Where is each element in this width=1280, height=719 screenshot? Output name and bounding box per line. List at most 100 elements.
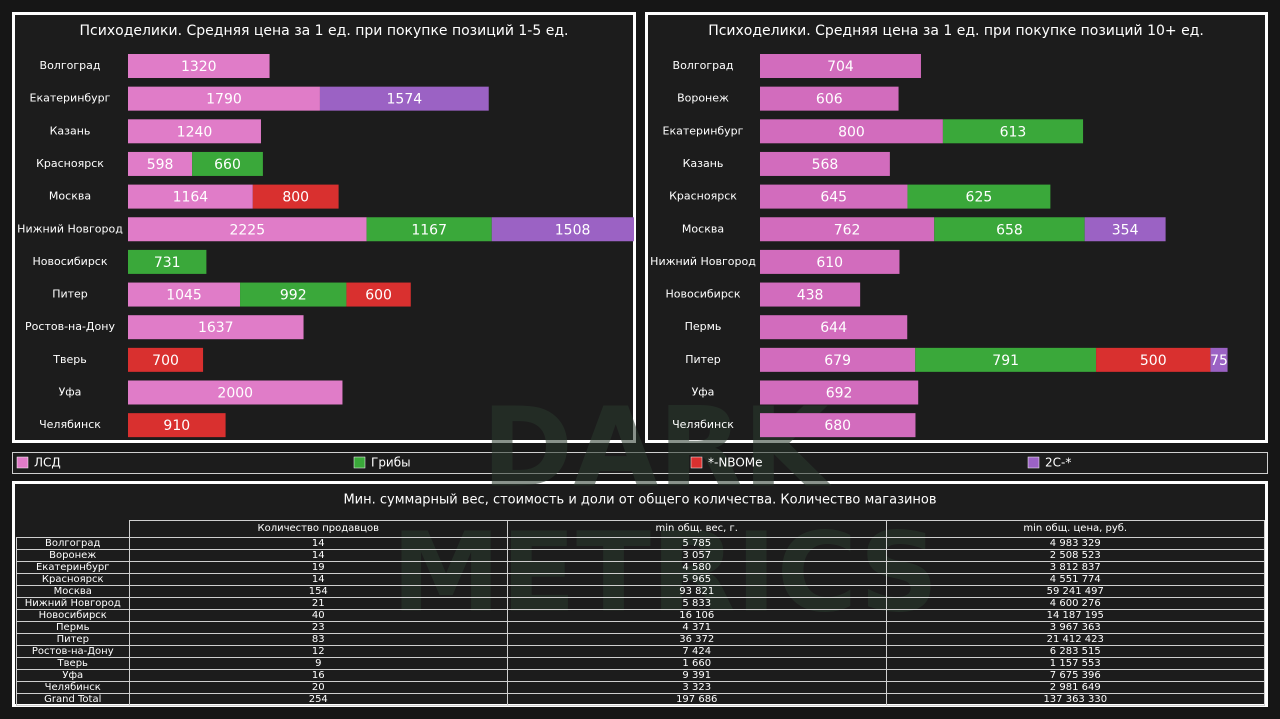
cell: 1 660 <box>507 657 887 670</box>
bar <box>128 86 320 111</box>
bar <box>760 249 900 274</box>
header-cell: Количество продавцов <box>128 520 508 538</box>
cell: 137 363 330 <box>885 693 1265 706</box>
table-row: Тверь 9 1 660 1 157 553 <box>16 657 1265 670</box>
cell: 254 <box>128 693 508 706</box>
cell: 21 <box>128 597 508 610</box>
bar <box>192 151 263 176</box>
cell: 2 981 649 <box>885 681 1265 694</box>
bar-label: 645 <box>820 190 847 206</box>
bar <box>760 119 943 144</box>
bar-label: 679 <box>824 353 851 369</box>
bar-label: 606 <box>816 92 843 108</box>
category-label: Москва <box>49 190 91 203</box>
legend-panel <box>12 452 1268 474</box>
cell: 14 <box>128 573 508 586</box>
legend-label: 2C-* <box>1045 456 1071 470</box>
legend-label: *-NBOMe <box>708 456 763 470</box>
header-cell <box>17 521 130 538</box>
category-label: Челябинск <box>672 418 734 431</box>
row-label: Волгоград <box>16 537 130 550</box>
chart-title: Психоделики. Средняя цена за 1 ед. при п… <box>80 23 569 39</box>
cell: 6 283 515 <box>885 645 1265 658</box>
category-label: Питер <box>685 353 721 366</box>
cell: 16 106 <box>507 609 887 622</box>
bar <box>760 282 861 307</box>
bar <box>491 217 634 242</box>
bar <box>760 54 921 78</box>
bar-label: 910 <box>163 418 190 434</box>
bar-label: 704 <box>827 59 854 75</box>
bar <box>760 347 916 372</box>
cell: 4 551 774 <box>885 573 1265 586</box>
category-label: Волгоград <box>40 59 101 72</box>
category-label: Челябинск <box>39 418 101 431</box>
bar-label: 1637 <box>198 320 234 336</box>
category-label: Нижний Новгород <box>17 222 123 235</box>
bar <box>128 184 253 209</box>
bar <box>128 315 304 340</box>
cell: 23 <box>128 621 508 634</box>
category-label: Волгоград <box>673 59 734 72</box>
table-row: Волгоград 14 5 785 4 983 329 <box>16 537 1265 550</box>
legend: ЛСД Грибы *-NBOMe 2C-* <box>16 456 1071 470</box>
cell: 154 <box>128 585 508 598</box>
bar-label: 613 <box>1000 124 1027 140</box>
row-label: Уфа <box>16 669 130 682</box>
bar <box>366 217 492 242</box>
bar-label: 791 <box>992 353 1019 369</box>
cell: 4 580 <box>507 561 887 574</box>
legend-label: ЛСД <box>34 456 61 470</box>
bar <box>760 315 908 340</box>
bar-label: 680 <box>824 418 851 434</box>
bar <box>128 119 261 144</box>
table-row: Екатеринбург 19 4 580 3 812 837 <box>16 561 1265 574</box>
bar-label: 1167 <box>411 222 447 238</box>
bar-label: 660 <box>214 157 241 173</box>
table-title: Мин. суммарный вес, стоимость и доли от … <box>343 493 936 508</box>
cell: 5 785 <box>507 537 887 550</box>
cell: 5 965 <box>507 573 887 586</box>
category-label: Казань <box>50 124 91 137</box>
category-label: Уфа <box>59 386 82 399</box>
cell: 9 <box>128 657 508 670</box>
table-row: Челябинск 20 3 323 2 981 649 <box>16 681 1265 694</box>
category-label: Новосибирск <box>665 288 740 301</box>
row-label: Екатеринбург <box>16 561 130 574</box>
bar-label: 800 <box>838 124 865 140</box>
bar-label: 500 <box>1140 353 1167 369</box>
cell: 4 371 <box>507 621 887 634</box>
bar <box>128 54 270 78</box>
cell: 3 323 <box>507 681 887 694</box>
cell: 3 812 837 <box>885 561 1265 574</box>
bar <box>760 413 916 438</box>
legend-label: Грибы <box>371 456 411 470</box>
category-label: Питер <box>52 288 88 301</box>
bar <box>942 119 1084 144</box>
category-label: Екатеринбург <box>663 124 744 137</box>
table-row: Воронеж 14 3 057 2 508 523 <box>16 549 1265 562</box>
bar <box>760 151 890 176</box>
cell: 4 600 276 <box>885 597 1265 610</box>
bar-label: 2225 <box>229 222 265 238</box>
bar <box>760 184 908 209</box>
bar <box>1084 217 1166 242</box>
bar <box>240 282 347 307</box>
bar <box>760 217 935 242</box>
bar <box>252 184 339 209</box>
cell: 9 391 <box>507 669 887 682</box>
cell: 21 412 423 <box>885 633 1265 646</box>
bar <box>760 86 899 111</box>
bar <box>128 249 207 274</box>
chart-title: Психоделики. Средняя цена за 1 ед. при п… <box>708 23 1204 39</box>
bar-label: 2000 <box>217 386 253 402</box>
category-label: Уфа <box>692 386 715 399</box>
bar-label: 75 <box>1210 353 1228 369</box>
cell: 2 508 523 <box>885 549 1265 562</box>
watermark: DARK <box>482 383 832 511</box>
category-label: Воронеж <box>677 92 729 105</box>
header-row: Количество продавцов min общ. вес, г. min … <box>17 520 1265 538</box>
bar-label: 762 <box>834 222 861 238</box>
bar <box>907 184 1051 209</box>
